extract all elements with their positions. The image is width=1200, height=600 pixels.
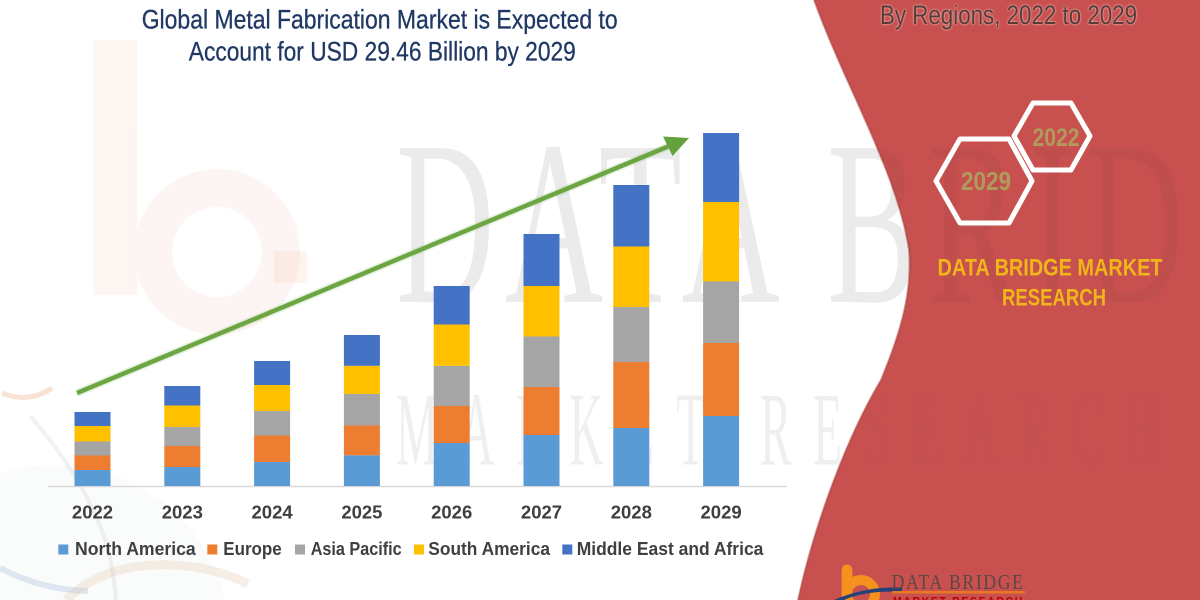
svg-text:2026: 2026 <box>431 501 472 522</box>
svg-text:MARKET RESEARCH: MARKET RESEARCH <box>396 370 1160 487</box>
svg-text:North America: North America <box>75 538 196 559</box>
svg-text:By Regions, 2022 to 2029: By Regions, 2022 to 2029 <box>880 0 1137 30</box>
svg-text:Asia Pacific: Asia Pacific <box>311 538 402 559</box>
svg-text:2027: 2027 <box>521 501 562 522</box>
svg-text:2022: 2022 <box>1033 124 1080 152</box>
svg-text:Global Metal Fabrication Marke: Global Metal Fabrication Market is Expec… <box>142 5 618 35</box>
svg-text:2025: 2025 <box>341 501 382 522</box>
svg-text:2028: 2028 <box>611 501 652 522</box>
svg-text:Europe: Europe <box>223 538 281 559</box>
svg-text:RESEARCH: RESEARCH <box>1002 285 1106 312</box>
svg-text:South America: South America <box>428 538 550 559</box>
svg-text:2022: 2022 <box>72 501 113 522</box>
svg-text:2029: 2029 <box>961 166 1011 196</box>
svg-text:DATA BRIDGE MARKET: DATA BRIDGE MARKET <box>938 254 1163 281</box>
svg-text:2023: 2023 <box>162 501 203 522</box>
svg-text:MARKET RESEARCH: MARKET RESEARCH <box>893 595 1024 600</box>
svg-text:2024: 2024 <box>252 501 294 522</box>
svg-text:2029: 2029 <box>701 501 742 522</box>
svg-text:Account for USD 29.46 Billion: Account for USD 29.46 Billion by 2029 <box>189 36 576 66</box>
svg-text:DATA BRIDGE: DATA BRIDGE <box>892 570 1025 594</box>
svg-text:Middle East and Africa: Middle East and Africa <box>577 538 764 559</box>
